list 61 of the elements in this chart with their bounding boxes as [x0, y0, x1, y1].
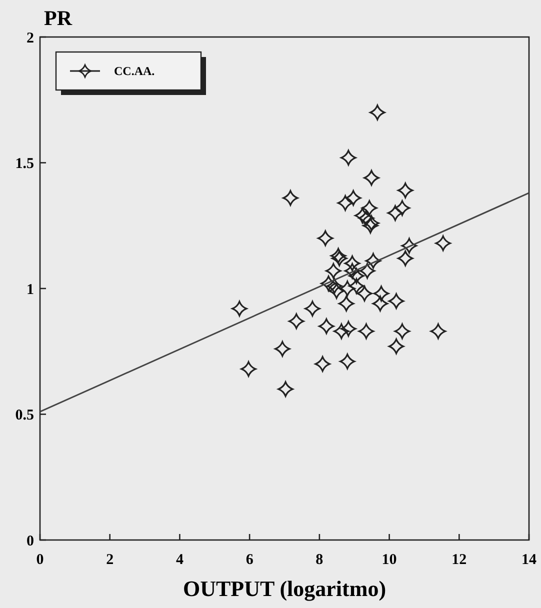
y-tick-label: 2 — [26, 30, 34, 46]
point — [326, 278, 342, 294]
point — [340, 354, 356, 370]
point — [358, 323, 374, 340]
point — [344, 256, 360, 272]
point — [232, 300, 248, 316]
point — [394, 200, 410, 216]
x-axis-title: OUTPUT (logaritmo) — [182, 576, 386, 601]
legend-label: CC.AA. — [114, 64, 155, 78]
point — [348, 268, 364, 284]
x-tick-label: 12 — [452, 552, 467, 568]
point — [328, 283, 344, 299]
point — [338, 296, 354, 312]
point — [304, 300, 320, 316]
y-tick-label: 1 — [26, 282, 34, 298]
point — [320, 276, 336, 292]
point — [340, 320, 356, 337]
point — [398, 250, 414, 266]
point — [387, 205, 404, 221]
point — [365, 253, 382, 269]
point — [348, 278, 364, 294]
y-tick-label: 0.5 — [15, 408, 34, 424]
x-tick-label: 4 — [176, 552, 184, 568]
point — [344, 263, 360, 279]
x-tick-label: 8 — [316, 552, 324, 568]
point — [356, 286, 372, 302]
point — [288, 313, 304, 329]
x-tick-label: 6 — [246, 552, 254, 568]
point — [370, 104, 386, 120]
y-tick-label: 1.5 — [15, 156, 34, 172]
point — [359, 263, 376, 279]
point — [362, 200, 378, 216]
point — [314, 356, 330, 372]
point — [401, 238, 417, 254]
point — [318, 318, 334, 334]
point — [318, 230, 334, 246]
point — [326, 263, 342, 279]
point — [340, 280, 356, 296]
point — [364, 170, 380, 186]
point — [346, 190, 362, 206]
point — [372, 296, 388, 312]
point — [388, 338, 404, 354]
point — [398, 182, 414, 198]
x-tick-label: 14 — [522, 552, 537, 568]
point — [394, 323, 410, 340]
point — [282, 190, 298, 206]
point — [240, 361, 256, 377]
x-tick-label: 2 — [106, 552, 114, 568]
point — [373, 286, 390, 302]
point — [334, 323, 350, 340]
point — [274, 341, 290, 357]
point — [388, 293, 404, 309]
point — [340, 150, 356, 166]
y-tick-label: 0 — [26, 533, 34, 550]
y-axis-title: PR — [44, 6, 73, 30]
point — [337, 195, 354, 211]
point — [278, 381, 294, 397]
point — [430, 323, 446, 340]
x-tick-label: 10 — [382, 552, 397, 568]
point — [354, 208, 370, 224]
point — [435, 235, 451, 252]
